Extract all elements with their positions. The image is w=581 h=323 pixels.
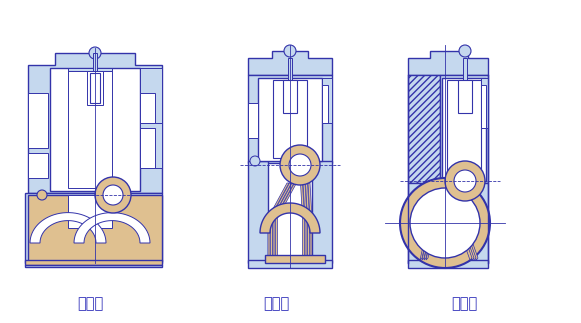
Polygon shape — [481, 78, 488, 128]
Polygon shape — [408, 51, 488, 75]
Polygon shape — [481, 85, 486, 128]
Circle shape — [454, 170, 476, 192]
Text: 隧道式: 隧道式 — [451, 296, 478, 311]
Polygon shape — [322, 85, 328, 123]
Polygon shape — [68, 195, 112, 228]
Text: 龙门式: 龙门式 — [263, 296, 289, 311]
Polygon shape — [300, 183, 304, 261]
Circle shape — [250, 156, 260, 166]
Bar — [25, 265, 162, 267]
Polygon shape — [312, 161, 332, 263]
Polygon shape — [460, 213, 478, 260]
Bar — [93, 53, 97, 71]
Polygon shape — [140, 93, 155, 123]
Polygon shape — [422, 213, 434, 260]
Polygon shape — [275, 183, 296, 261]
Polygon shape — [271, 183, 292, 261]
Bar — [458, 80, 472, 113]
Polygon shape — [273, 80, 307, 158]
Polygon shape — [140, 123, 162, 168]
Circle shape — [95, 177, 131, 213]
Polygon shape — [260, 203, 320, 233]
Polygon shape — [30, 213, 106, 243]
Polygon shape — [442, 78, 486, 181]
Polygon shape — [74, 213, 150, 243]
Polygon shape — [248, 161, 268, 263]
Circle shape — [410, 188, 480, 258]
Polygon shape — [140, 68, 162, 123]
Polygon shape — [456, 213, 474, 260]
Polygon shape — [458, 213, 476, 260]
Bar — [283, 80, 297, 113]
Bar — [288, 58, 292, 80]
Polygon shape — [440, 75, 488, 183]
Polygon shape — [308, 183, 312, 261]
Bar — [463, 58, 467, 80]
Polygon shape — [306, 183, 310, 261]
Bar — [90, 73, 100, 103]
Circle shape — [445, 161, 485, 201]
Polygon shape — [447, 80, 481, 178]
Polygon shape — [426, 213, 438, 260]
Polygon shape — [268, 183, 289, 261]
Bar — [68, 68, 112, 71]
Polygon shape — [476, 183, 488, 263]
Bar — [408, 260, 488, 268]
Circle shape — [280, 145, 320, 185]
Polygon shape — [25, 193, 162, 263]
Polygon shape — [28, 53, 162, 193]
Circle shape — [289, 154, 311, 176]
Polygon shape — [28, 195, 162, 261]
Polygon shape — [50, 68, 140, 191]
Polygon shape — [248, 103, 258, 138]
Polygon shape — [140, 128, 155, 168]
Polygon shape — [420, 213, 432, 260]
Circle shape — [37, 190, 47, 200]
Polygon shape — [248, 75, 332, 163]
Polygon shape — [424, 213, 436, 260]
Polygon shape — [28, 153, 48, 178]
Polygon shape — [454, 213, 472, 260]
Polygon shape — [68, 71, 112, 188]
Text: 一般式: 一般式 — [77, 296, 103, 311]
Polygon shape — [408, 75, 440, 183]
Polygon shape — [248, 51, 332, 75]
Circle shape — [103, 185, 123, 205]
Circle shape — [284, 45, 296, 57]
Bar — [87, 71, 103, 105]
Bar — [25, 260, 162, 265]
Polygon shape — [303, 183, 307, 261]
Polygon shape — [273, 183, 294, 261]
Polygon shape — [408, 183, 420, 263]
Bar — [248, 260, 332, 268]
Polygon shape — [258, 78, 322, 161]
Polygon shape — [28, 93, 48, 148]
Bar — [265, 255, 325, 263]
Circle shape — [459, 45, 471, 57]
Circle shape — [89, 47, 101, 59]
Polygon shape — [322, 78, 332, 123]
Circle shape — [400, 178, 490, 268]
